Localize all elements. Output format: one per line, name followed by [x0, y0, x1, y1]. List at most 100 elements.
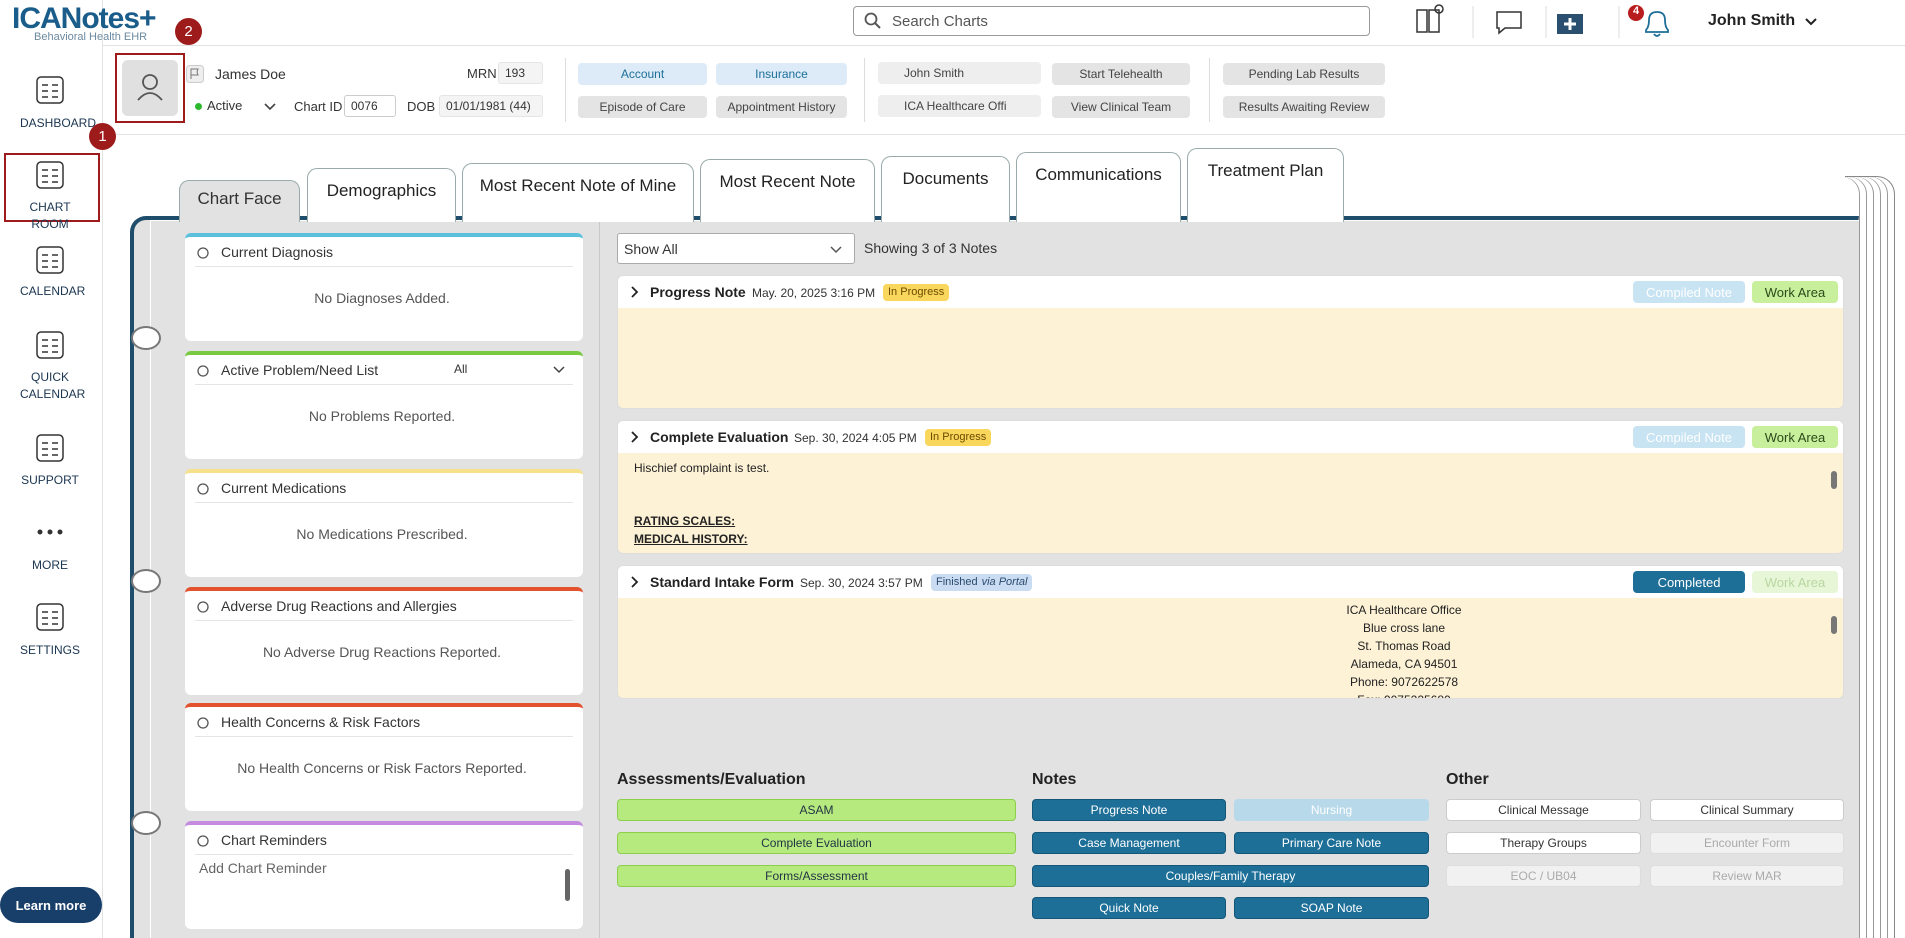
- order-button[interactable]: Couples/Family Therapy: [1032, 865, 1429, 887]
- chart-icon[interactable]: [1416, 4, 1444, 33]
- note-status-text: In Progress: [930, 431, 987, 443]
- panel-icon: [197, 717, 209, 729]
- sidebar-item[interactable]: CALENDAR: [2, 238, 98, 301]
- flag-icon[interactable]: [186, 65, 204, 83]
- sidebar-item[interactable]: QUICK CALENDAR: [2, 323, 98, 401]
- order-button[interactable]: Clinical Message: [1446, 799, 1641, 821]
- search-box[interactable]: Search Charts: [853, 6, 1370, 36]
- tab[interactable]: Demographics: [307, 168, 456, 222]
- note-date: Sep. 30, 2024 4:05 PM: [794, 431, 917, 445]
- tab-label: Communications: [1035, 165, 1162, 184]
- panel-title: Current Diagnosis: [221, 244, 334, 260]
- avatar[interactable]: [115, 53, 185, 123]
- order-button[interactable]: SOAP Note: [1234, 897, 1429, 919]
- patient-name: James Doe: [215, 66, 286, 82]
- order-button[interactable]: Therapy Groups: [1446, 832, 1641, 854]
- patient-button[interactable]: Episode of Care: [578, 96, 707, 118]
- avatar-inner: [122, 60, 178, 116]
- order-button[interactable]: Forms/Assessment: [617, 865, 1016, 887]
- status-label: Active: [207, 98, 243, 113]
- reminder-input[interactable]: Add Chart Reminder: [195, 857, 573, 925]
- panel-rule: [195, 620, 573, 621]
- note-action[interactable]: Completed: [1633, 571, 1745, 593]
- location-dropdown[interactable]: ICA Healthcare Offi: [878, 95, 1041, 117]
- note-line: RATING SCALES:: [634, 514, 736, 528]
- note-card: Standard Intake Form Sep. 30, 2024 3:57 P…: [617, 565, 1844, 699]
- status-dropdown[interactable]: Active: [192, 95, 282, 117]
- order-button[interactable]: Complete Evaluation: [617, 832, 1016, 854]
- tab-label: Treatment Plan: [1207, 161, 1324, 180]
- sidebar-item[interactable]: MORE: [2, 510, 98, 575]
- panel-empty-text: No Adverse Drug Reactions Reported.: [262, 644, 502, 660]
- status-chevron: [264, 103, 276, 111]
- panel: Active Problem/Need List All No Problems R…: [185, 351, 583, 459]
- panel: Current Diagnosis No Diagnoses Added.: [185, 233, 583, 341]
- patient-button[interactable]: View Clinical Team: [1052, 96, 1190, 118]
- sidebar-label: DASHBOARD: [20, 116, 97, 130]
- order-button[interactable]: Progress Note: [1032, 799, 1226, 821]
- tab[interactable]: Most Recent Note: [700, 159, 875, 222]
- expand-chevron: [631, 286, 639, 298]
- binder-ring: [131, 811, 161, 835]
- order-button[interactable]: ASAM: [617, 799, 1016, 821]
- order-button[interactable]: Primary Care Note: [1234, 832, 1429, 854]
- badge-2: 2: [175, 18, 202, 45]
- panel-filter[interactable]: All: [450, 358, 569, 380]
- order-heading: Assessments/Evaluation: [617, 771, 806, 788]
- panel-empty-text: No Problems Reported.: [308, 408, 456, 424]
- add-icon[interactable]: [1557, 14, 1583, 34]
- patient-button[interactable]: Insurance: [716, 63, 847, 85]
- order-button[interactable]: Clinical Summary: [1650, 799, 1844, 821]
- panel-rule: [195, 854, 573, 855]
- badge-2-label: 2: [184, 23, 193, 40]
- sidebar-item[interactable]: DASHBOARD: [2, 68, 98, 133]
- note-action[interactable]: Work Area: [1752, 426, 1838, 448]
- provider-dropdown[interactable]: John Smith: [878, 62, 1041, 84]
- note-action[interactable]: Work Area: [1752, 281, 1838, 303]
- panel-filter-label: All: [454, 362, 468, 376]
- scrollbar: [1831, 616, 1837, 634]
- provider-label: John Smith: [904, 66, 965, 80]
- panel-title: Adverse Drug Reactions and Allergies: [221, 598, 457, 614]
- notes-count: Showing 3 of 3 Notes: [864, 240, 998, 256]
- sidebar-item[interactable]: CHART ROOM: [2, 153, 98, 231]
- message-icon[interactable]: [1496, 11, 1522, 35]
- note-action[interactable]: Work Area: [1752, 571, 1838, 593]
- patient-button[interactable]: Start Telehealth: [1052, 63, 1190, 85]
- panel-rule: [195, 502, 573, 503]
- tab[interactable]: Treatment Plan: [1187, 148, 1344, 222]
- sidebar-icon: [36, 331, 64, 359]
- learn-more-button[interactable]: Learn more: [0, 887, 102, 923]
- notes-filter[interactable]: Show All: [617, 233, 855, 264]
- panel-icon: [197, 601, 209, 613]
- tab[interactable]: Most Recent Note of Mine: [462, 163, 694, 222]
- note-line: ICA Healthcare Office: [1346, 603, 1462, 617]
- order-button[interactable]: Case Management: [1032, 832, 1226, 854]
- order-heading: Other: [1446, 771, 1489, 788]
- order-button[interactable]: Quick Note: [1032, 897, 1226, 919]
- order-heading: Notes: [1032, 771, 1077, 788]
- note-title[interactable]: Standard Intake Form: [650, 574, 794, 590]
- notes-filter-label: Show All: [624, 240, 678, 257]
- note-body: ICA Healthcare Office Blue cross lane St. …: [618, 598, 1843, 698]
- bell-icon[interactable]: [1645, 11, 1669, 37]
- sidebar-item[interactable]: SUPPORT: [2, 426, 98, 490]
- sidebar-icon: [36, 76, 64, 104]
- page-edges: [1845, 176, 1895, 938]
- user-menu[interactable]: John Smith: [1708, 12, 1796, 29]
- note-line: Hischief complaint is test.: [634, 461, 770, 475]
- tab[interactable]: Documents: [881, 156, 1010, 222]
- patient-button[interactable]: Account: [578, 63, 707, 85]
- tab[interactable]: Chart Face: [179, 180, 300, 222]
- patient-button[interactable]: Appointment History: [716, 96, 847, 118]
- patient-button[interactable]: Results Awaiting Review: [1223, 96, 1385, 118]
- sidebar-icon: [36, 246, 64, 274]
- note-action[interactable]: Compiled Note: [1633, 426, 1745, 448]
- note-title[interactable]: Complete Evaluation: [650, 429, 789, 445]
- note-action[interactable]: Compiled Note: [1633, 281, 1745, 303]
- tab[interactable]: Communications: [1016, 152, 1181, 222]
- sidebar-item[interactable]: SETTINGS: [2, 595, 98, 660]
- note-title[interactable]: Progress Note: [650, 284, 746, 300]
- note-date: May. 20, 2025 3:16 PM: [752, 286, 876, 300]
- patient-button[interactable]: Pending Lab Results: [1223, 63, 1385, 85]
